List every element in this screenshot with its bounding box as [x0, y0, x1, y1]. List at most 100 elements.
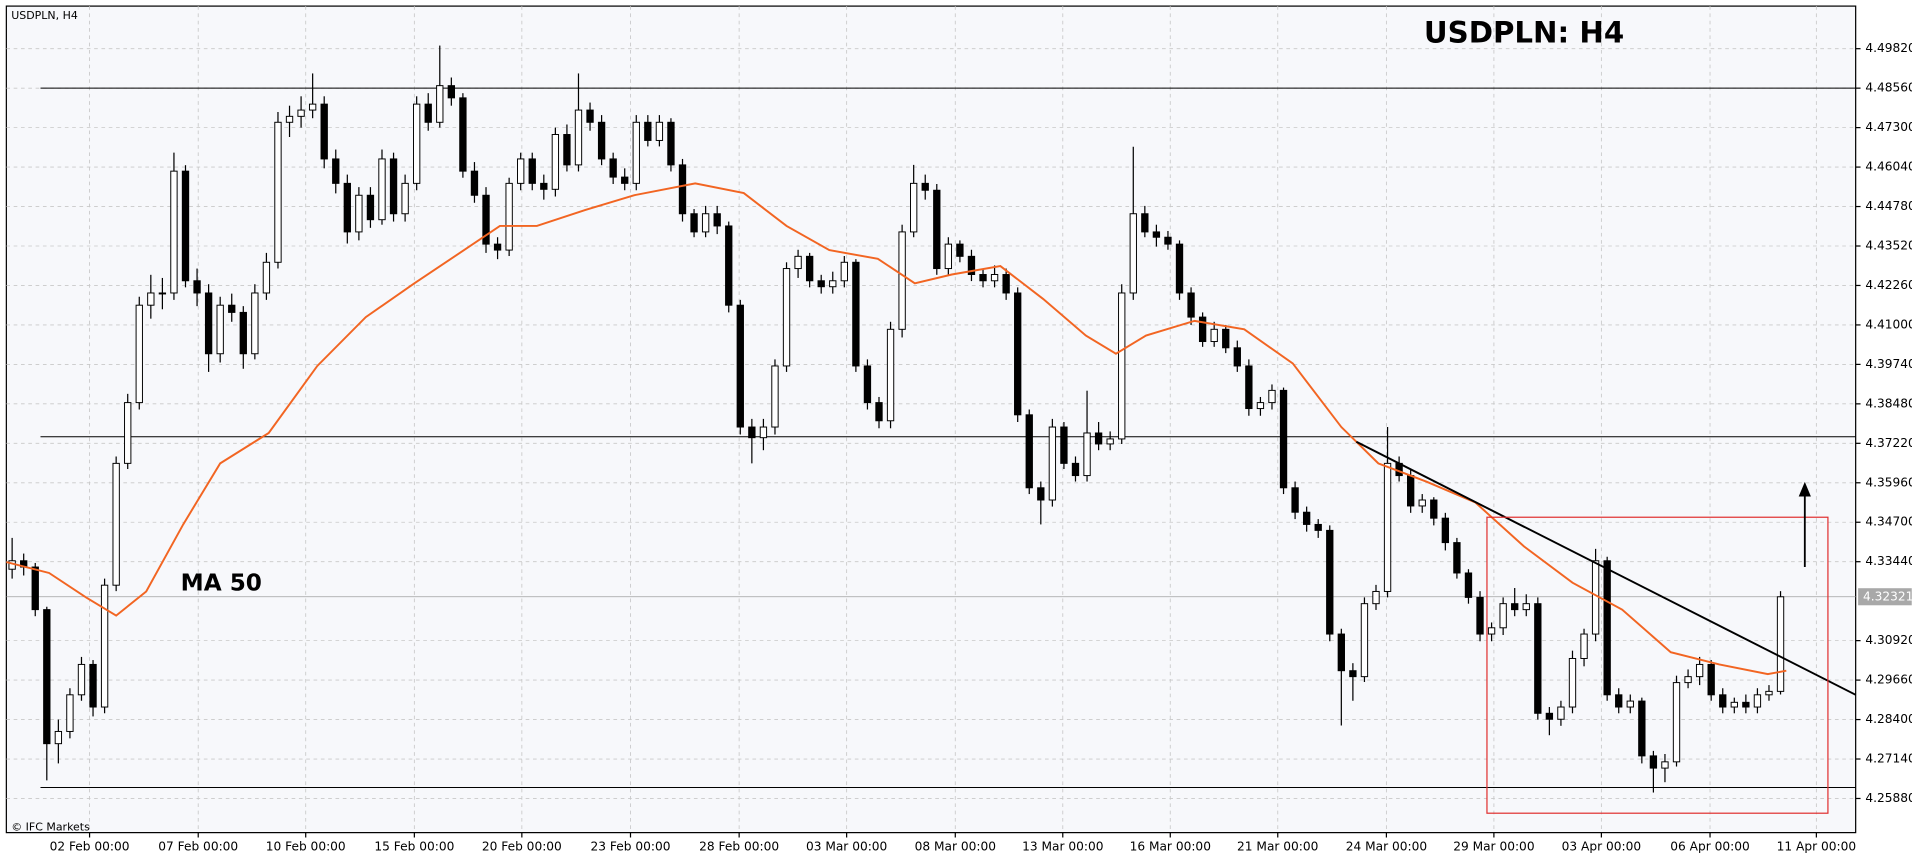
candle-body [967, 255, 976, 275]
candle-body [933, 189, 941, 270]
ma-label: MA 50 [181, 570, 262, 596]
candle-body [1487, 627, 1496, 635]
candle-body [193, 280, 201, 294]
candle-body [459, 97, 467, 172]
candle-body [1695, 663, 1704, 678]
candle-body [1048, 426, 1057, 501]
y-tick-label: 4.38480 [1865, 396, 1912, 410]
candle-body [690, 213, 698, 233]
y-tick-label: 4.30920 [1865, 633, 1912, 647]
x-tick-label: 29 Mar 00:00 [1453, 840, 1534, 854]
candle-body [736, 304, 744, 428]
candle-body [1129, 213, 1137, 294]
candle-body [794, 255, 802, 270]
candle-body [355, 194, 363, 233]
candle-body [1071, 462, 1080, 477]
candle-body [493, 243, 502, 251]
candle-body [1187, 292, 1195, 318]
candle-body [1083, 432, 1091, 477]
candle-body [1545, 712, 1554, 720]
candle-body [285, 115, 294, 123]
copyright: © IFC Markets [11, 821, 90, 834]
candle-body [54, 730, 63, 745]
candle-body [1464, 572, 1473, 598]
candle-body [1326, 529, 1334, 635]
candle-body [701, 213, 710, 233]
candle-body [875, 402, 883, 422]
candle-body [147, 292, 155, 306]
candle-body [1210, 328, 1218, 343]
candle-body [1580, 633, 1588, 659]
candle-body [1753, 694, 1762, 708]
candle-body [158, 292, 167, 295]
candle-body [1360, 603, 1369, 678]
y-tick-label: 4.43520 [1865, 239, 1912, 253]
candle-body [1245, 365, 1253, 410]
candle-body [1765, 690, 1773, 696]
candle-body [782, 268, 791, 367]
x-tick-label: 15 Feb 00:00 [374, 840, 454, 854]
x-tick-label: 20 Feb 00:00 [482, 840, 562, 854]
x-tick-label: 08 Mar 00:00 [915, 840, 996, 854]
candle-body [66, 694, 74, 732]
trendline [1355, 440, 1857, 696]
candle-body [436, 85, 444, 123]
candle-body [725, 225, 733, 306]
candle-body [644, 121, 652, 141]
x-tick-label: 03 Apr 00:00 [1562, 840, 1641, 854]
candle-body [1337, 633, 1345, 672]
candle-body [990, 274, 999, 282]
candle-body [517, 158, 525, 184]
candle-body [1499, 603, 1507, 629]
plot-area [5, 5, 1857, 834]
candle-body [805, 255, 814, 282]
candle-body [216, 304, 224, 355]
y-tick-label: 4.49820 [1865, 41, 1912, 55]
candle-body [389, 158, 398, 215]
candle-body [840, 261, 848, 282]
candle-body [979, 274, 987, 282]
candle-body [135, 304, 143, 404]
candle-body [886, 328, 895, 422]
candle-body [505, 182, 513, 251]
candle-body [1349, 670, 1357, 678]
candle-body [1730, 701, 1738, 708]
candle-body [424, 103, 432, 123]
candle-body [297, 109, 305, 117]
candle-body [1256, 402, 1265, 410]
candle-body [181, 170, 190, 282]
candle-body [1372, 590, 1380, 605]
candle-body [308, 103, 317, 111]
candle-body [1649, 755, 1658, 769]
candle-body [632, 121, 640, 184]
y-tick-label: 4.33440 [1865, 554, 1912, 568]
candle-body [759, 426, 768, 439]
ma-line [6, 182, 1787, 676]
price-tag [1858, 588, 1912, 606]
candle-body [204, 292, 213, 355]
candle-body [1534, 603, 1542, 714]
arrow-head [1798, 481, 1811, 497]
x-tick-label: 11 Apr 00:00 [1777, 840, 1856, 854]
candle-body [829, 280, 837, 288]
y-tick-label: 4.29660 [1865, 673, 1912, 687]
x-tick-label: 16 Mar 00:00 [1130, 840, 1211, 854]
candle-body [1291, 487, 1299, 513]
x-tick-label: 02 Feb 00:00 [50, 840, 130, 854]
candle-body [1383, 462, 1392, 592]
candle-body [1314, 523, 1322, 531]
y-tick-label: 4.42260 [1865, 278, 1912, 292]
candle-body [170, 170, 178, 294]
candle-body [771, 365, 779, 428]
candle-body [1441, 517, 1450, 544]
y-tick-label: 4.41000 [1865, 317, 1912, 331]
highlight-box [1486, 516, 1829, 814]
candle-body [586, 109, 594, 123]
x-tick-label: 28 Feb 00:00 [699, 840, 779, 854]
candle-body [1568, 657, 1577, 708]
candle-body [609, 158, 617, 178]
candle-body [343, 182, 351, 233]
candle-body [1060, 426, 1068, 464]
candle-body [944, 243, 953, 270]
x-tick-label: 23 Feb 00:00 [591, 840, 671, 854]
